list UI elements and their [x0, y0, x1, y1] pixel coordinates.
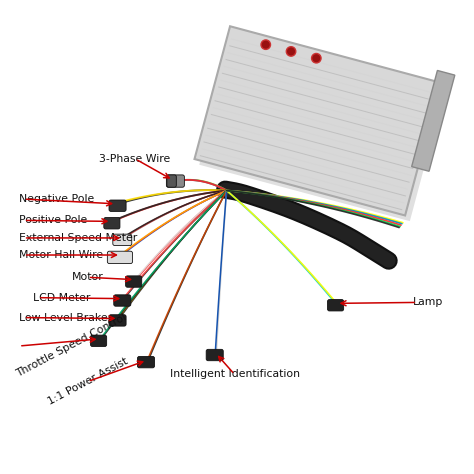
FancyBboxPatch shape [109, 315, 126, 326]
FancyBboxPatch shape [166, 175, 184, 187]
Text: 1:1 Power Assist: 1:1 Power Assist [46, 356, 129, 407]
Text: Throttle Speed Control: Throttle Speed Control [14, 312, 128, 380]
FancyBboxPatch shape [137, 356, 155, 368]
Circle shape [263, 41, 269, 48]
Text: Lamp: Lamp [412, 297, 443, 308]
Polygon shape [194, 26, 441, 216]
Polygon shape [199, 32, 446, 221]
Text: Low Level Brake: Low Level Brake [19, 312, 108, 323]
Circle shape [311, 54, 321, 63]
FancyBboxPatch shape [328, 300, 344, 311]
Text: Motor: Motor [72, 272, 103, 283]
FancyBboxPatch shape [126, 276, 142, 287]
Circle shape [288, 48, 294, 55]
Circle shape [261, 40, 271, 49]
Text: Negative Pole: Negative Pole [19, 194, 94, 204]
FancyBboxPatch shape [109, 200, 126, 211]
FancyBboxPatch shape [113, 234, 132, 246]
FancyBboxPatch shape [104, 218, 120, 229]
FancyBboxPatch shape [167, 175, 176, 187]
Polygon shape [411, 71, 455, 171]
FancyBboxPatch shape [107, 251, 132, 264]
Circle shape [313, 55, 319, 62]
Text: Intelligent Identification: Intelligent Identification [170, 369, 300, 380]
Circle shape [286, 47, 296, 56]
FancyBboxPatch shape [206, 349, 223, 361]
Text: Motor Hall Wire: Motor Hall Wire [19, 250, 103, 260]
Text: External Speed Meter: External Speed Meter [19, 233, 137, 243]
FancyBboxPatch shape [91, 335, 107, 346]
Text: Positive Pole: Positive Pole [19, 215, 87, 226]
Text: LCD Meter: LCD Meter [33, 292, 91, 303]
Text: 3-Phase Wire: 3-Phase Wire [100, 154, 171, 164]
FancyBboxPatch shape [114, 295, 131, 306]
